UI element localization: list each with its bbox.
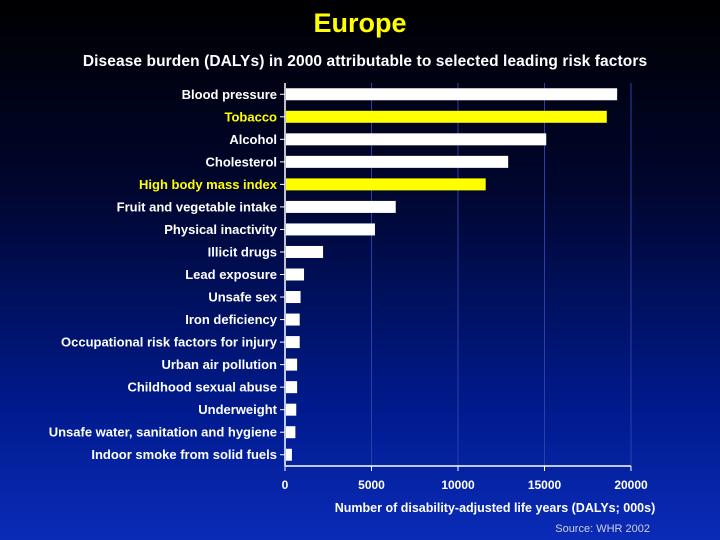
- x-tick-label: 5000: [358, 478, 385, 492]
- source-note: Source: WHR 2002: [555, 523, 650, 535]
- x-axis-label: Number of disability-adjusted life years…: [335, 501, 655, 515]
- category-labels: Blood pressure Tobacco Alcohol Cholesterol H…: [49, 87, 278, 462]
- category-label-lead-exposure: Lead exposure: [185, 267, 277, 282]
- category-label-fruit-and-vegetable-intake: Fruit and vegetable intake: [117, 199, 277, 214]
- bar-urban-air-pollution: [286, 358, 298, 371]
- category-label-childhood-sexual-abuse: Childhood sexual abuse: [127, 380, 277, 395]
- bar-blood-pressure: [286, 88, 618, 101]
- bars: [286, 88, 618, 461]
- category-label-unsafe-water-sanitation-and-hygiene: Unsafe water, sanitation and hygiene: [49, 425, 277, 440]
- bar-tobacco: [286, 110, 607, 123]
- x-tick-label: 20000: [614, 478, 648, 492]
- category-label-alcohol: Alcohol: [229, 132, 277, 147]
- category-label-tobacco: Tobacco: [225, 109, 278, 124]
- bar-indoor-smoke-from-solid-fuels: [286, 448, 292, 461]
- bar-illicit-drugs: [286, 245, 324, 258]
- category-label-illicit-drugs: Illicit drugs: [208, 244, 277, 259]
- bar-childhood-sexual-abuse: [286, 381, 298, 394]
- bar-alcohol: [286, 133, 547, 146]
- category-label-underweight: Underweight: [198, 402, 277, 417]
- category-label-blood-pressure: Blood pressure: [182, 87, 277, 102]
- tick-labels: 0 5000 10000 15000 20000: [282, 478, 648, 492]
- category-label-unsafe-sex: Unsafe sex: [208, 290, 277, 305]
- bar-occupational-risk-factors-for-injury: [286, 336, 300, 349]
- category-label-cholesterol: Cholesterol: [205, 154, 277, 169]
- x-tick-label: 0: [282, 478, 289, 492]
- page-title: Europe: [313, 8, 407, 38]
- bar-iron-deficiency: [286, 313, 300, 326]
- bar-physical-inactivity: [286, 223, 375, 236]
- bar-high-body-mass-index: [286, 178, 486, 191]
- grid-lines: [371, 83, 632, 466]
- category-label-iron-deficiency: Iron deficiency: [185, 312, 278, 327]
- category-label-urban-air-pollution: Urban air pollution: [161, 357, 277, 372]
- bar-cholesterol: [286, 155, 509, 168]
- axes: [280, 83, 632, 471]
- category-label-high-body-mass-index: High body mass index: [139, 177, 278, 192]
- x-tick-label: 15000: [528, 478, 562, 492]
- category-label-indoor-smoke-from-solid-fuels: Indoor smoke from solid fuels: [91, 447, 277, 462]
- category-label-physical-inactivity: Physical inactivity: [164, 222, 277, 237]
- bar-fruit-and-vegetable-intake: [286, 200, 396, 213]
- bar-unsafe-sex: [286, 291, 301, 304]
- bar-unsafe-water-sanitation-and-hygiene: [286, 426, 296, 439]
- x-tick-label: 10000: [441, 478, 475, 492]
- category-label-occupational-risk-factors-for-injury: Occupational risk factors for injury: [61, 335, 278, 350]
- bar-underweight: [286, 403, 297, 416]
- chart-subtitle: Disease burden (DALYs) in 2000 attributa…: [82, 53, 648, 70]
- bar-lead-exposure: [286, 268, 305, 281]
